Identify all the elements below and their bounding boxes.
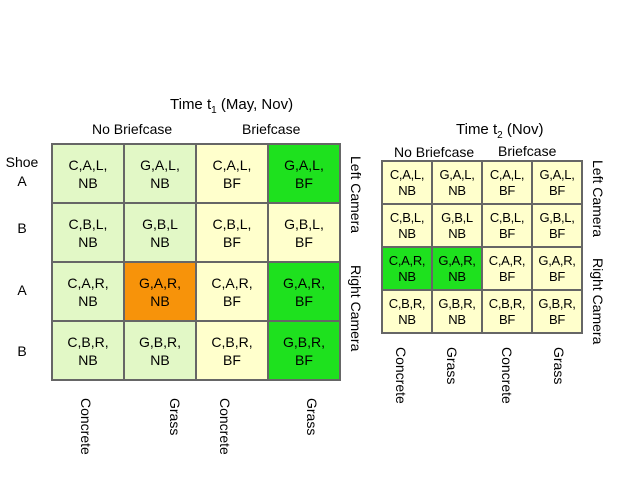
grid2-cell-r3-c3: C,A,R, BF — [482, 247, 532, 290]
grid2-title-suffix: (Nov) — [502, 121, 544, 138]
grid1-left-camera-label: Left Camera — [348, 156, 364, 234]
grid1-cell-r2-c4: G,B,L, BF — [268, 203, 340, 262]
grid2-cell-r4-c2: G,B,R, NB — [432, 290, 482, 333]
grid1-briefcase-header: Briefcase — [242, 121, 301, 137]
grid1-cell-r4-c4: G,B,R, BF — [268, 321, 340, 380]
grid1-no-briefcase-header: No Briefcase — [92, 121, 173, 137]
grid2-title-prefix: Time t — [456, 121, 498, 138]
grid1-cell-r3-c4: G,A,R, BF — [268, 262, 340, 321]
grid2-cell-r2-c1: C,B,L, NB — [382, 204, 432, 247]
grid2-cell-r2-c2: G,B,L NB — [432, 204, 482, 247]
grid1-title-subscript: 1 — [211, 105, 217, 116]
grid1-title-suffix: (May, Nov) — [216, 96, 294, 113]
grid1-cell-r1-c1: C,A,L, NB — [52, 144, 124, 203]
grid1-surface-label-3: Concrete — [217, 398, 233, 455]
grid1-matrix: C,A,L, NB G,A,L, NB C,A,L, BF G,A,L, BF C,B,… — [51, 143, 341, 381]
grid1-right-camera-label: Right Camera — [348, 265, 364, 352]
grid2-cell-r3-c4: G,A,R, BF — [532, 247, 582, 290]
grid2-cell-r4-c3: C,B,R, BF — [482, 290, 532, 333]
grid1-cell-r4-c2: G,B,R, NB — [124, 321, 196, 380]
grid1-row-label-1: Shoe A — [5, 154, 39, 189]
grid2-cell-r3-c2: G,A,R, NB — [432, 247, 482, 290]
grid1-cell-r4-c1: C,B,R, NB — [52, 321, 124, 380]
grid2-cell-r1-c3: C,A,L, BF — [482, 161, 532, 204]
grid1-row-label-3: A — [17, 282, 27, 298]
grid1-cell-r1-c4: G,A,L, BF — [268, 144, 340, 203]
grid2-cell-r2-c4: G,B,L, BF — [532, 204, 582, 247]
grid2-surface-label-4: Grass — [551, 347, 567, 385]
grid1-cell-r3-c3: C,A,R, BF — [196, 262, 268, 321]
grid2-cell-r2-c3: C,B,L, BF — [482, 204, 532, 247]
grid1-cell-r3-c1: C,A,R, NB — [52, 262, 124, 321]
grid1-cell-r4-c3: C,B,R, BF — [196, 321, 268, 380]
grid2-right-camera-label: Right Camera — [590, 258, 606, 345]
grid2-cell-r4-c1: C,B,R, NB — [382, 290, 432, 333]
grid2-cell-r1-c4: G,A,L, BF — [532, 161, 582, 204]
grid2-surface-label-3: Concrete — [499, 347, 515, 404]
grid1-cell-r2-c3: C,B,L, BF — [196, 203, 268, 262]
grid2-cell-r1-c2: G,A,L, NB — [432, 161, 482, 204]
grid2-cell-r3-c1: C,A,R, NB — [382, 247, 432, 290]
grid1-cell-r1-c2: G,A,L, NB — [124, 144, 196, 203]
grid1-cell-r2-c1: C,B,L, NB — [52, 203, 124, 262]
grid1-cell-r3-c2: G,A,R, NB — [124, 262, 196, 321]
grid2-title-subscript: 2 — [497, 130, 503, 141]
grid2-cell-r1-c1: C,A,L, NB — [382, 161, 432, 204]
grid1-cell-r1-c3: C,A,L, BF — [196, 144, 268, 203]
grid1-surface-label-4: Grass — [304, 398, 320, 436]
grid2-left-camera-label: Left Camera — [590, 160, 606, 238]
grid1-title: Time t1 (May, Nov) — [170, 96, 294, 116]
grid2-matrix: C,A,L, NB G,A,L, NB C,A,L, BF G,A,L, BF C,B,… — [381, 160, 583, 334]
grid1-title-prefix: Time t — [170, 96, 212, 113]
grid1-surface-label-2: Grass — [167, 398, 183, 436]
grid2-briefcase-header: Briefcase — [498, 143, 557, 159]
grid1-row-label-4: B — [17, 343, 27, 359]
grid2-no-briefcase-header: No Briefcase — [394, 144, 475, 160]
grid2-surface-label-2: Grass — [444, 347, 460, 385]
grid2-title: Time t2 (Nov) — [456, 121, 544, 141]
grid1-cell-r2-c2: G,B,L NB — [124, 203, 196, 262]
grid1-surface-label-1: Concrete — [78, 398, 94, 455]
grid2-surface-label-1: Concrete — [393, 347, 409, 404]
grid1-row-label-2: B — [17, 220, 27, 236]
grid2-cell-r4-c4: G,B,R, BF — [532, 290, 582, 333]
